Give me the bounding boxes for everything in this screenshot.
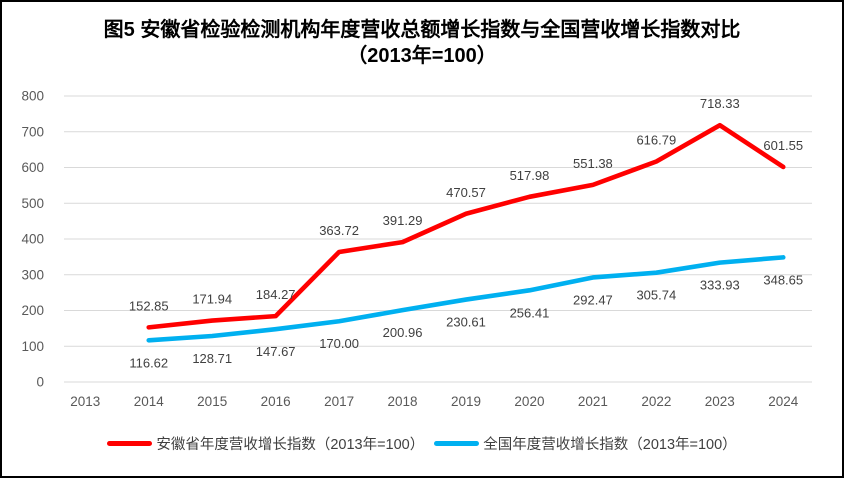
x-tick-label: 2022: [641, 394, 671, 409]
data-label: 230.61: [446, 315, 486, 330]
y-tick-label: 100: [21, 339, 44, 354]
chart-title-line1: 图5 安徽省检验检测机构年度营收总额增长指数与全国营收增长指数对比: [103, 19, 741, 41]
y-tick-label: 600: [21, 160, 44, 175]
data-label: 171.94: [192, 292, 232, 307]
x-tick-label: 2017: [324, 394, 354, 409]
data-label: 601.55: [763, 138, 803, 153]
data-label: 256.41: [510, 305, 550, 320]
y-tick-label: 300: [21, 267, 44, 282]
x-tick-label: 2015: [197, 394, 227, 409]
national-data-labels: 116.62 128.71 147.67 170.00 200.96 230.61 256.…: [129, 272, 803, 370]
data-label: 333.93: [700, 278, 740, 293]
x-tick-label: 2019: [451, 394, 481, 409]
chart-title: 图5 安徽省检验检测机构年度营收总额增长指数与全国营收增长指数对比 （2013年…: [2, 17, 842, 69]
data-label: 152.85: [129, 298, 169, 313]
data-label: 363.72: [319, 223, 359, 238]
data-label: 551.38: [573, 156, 613, 171]
legend-line-blue-icon: [434, 441, 480, 446]
data-label: 616.79: [636, 132, 676, 147]
x-tick-label: 2018: [388, 394, 418, 409]
data-label: 348.65: [763, 272, 803, 287]
legend-label-anhui: 安徽省年度营收增长指数（2013年=100）: [156, 437, 425, 453]
x-tick-label: 2016: [261, 394, 291, 409]
data-label: 170.00: [319, 336, 359, 351]
legend-item-anhui: 安徽省年度营收增长指数（2013年=100）: [107, 433, 424, 454]
x-axis-labels: 2013 2014 2015 2016 2017 2018 2019 2020 2021 2022…: [70, 394, 798, 409]
data-label: 391.29: [383, 213, 423, 228]
legend-line-red-icon: [107, 441, 153, 446]
x-tick-label: 2013: [70, 394, 100, 409]
data-label: 292.47: [573, 292, 613, 307]
data-label: 116.62: [129, 355, 168, 370]
gridlines: [64, 95, 812, 383]
x-tick-label: 2021: [578, 394, 608, 409]
data-label: 184.27: [256, 287, 296, 302]
x-tick-label: 2023: [705, 394, 735, 409]
chart-title-line2: （2013年=100）: [347, 45, 497, 67]
data-label: 517.98: [510, 168, 550, 183]
y-tick-label: 0: [36, 375, 44, 390]
legend-label-national: 全国年度营收增长指数（2013年=100）: [483, 437, 737, 453]
y-axis-labels: 0 100 200 300 400 500 600 700 800: [21, 89, 44, 390]
y-tick-label: 400: [21, 232, 44, 247]
data-label: 147.67: [256, 344, 296, 359]
legend-item-national: 全国年度营收增长指数（2013年=100）: [434, 433, 737, 454]
y-tick-label: 500: [21, 196, 44, 211]
data-label: 305.74: [636, 288, 676, 303]
x-tick-label: 2020: [514, 394, 544, 409]
data-label: 200.96: [383, 325, 423, 340]
data-label: 718.33: [700, 96, 740, 111]
anhui-series-line: [146, 122, 786, 330]
data-label: 470.57: [446, 185, 486, 200]
data-label: 128.71: [192, 351, 232, 366]
chart-legend: 安徽省年度营收增长指数（2013年=100） 全国年度营收增长指数（2013年=…: [2, 433, 842, 454]
y-tick-label: 700: [21, 124, 44, 139]
y-tick-label: 200: [21, 303, 44, 318]
y-tick-label: 800: [21, 89, 44, 104]
anhui-data-labels: 152.85 171.94 184.27 363.72 391.29 470.57 517.…: [129, 96, 803, 313]
x-tick-label: 2014: [134, 394, 165, 409]
x-tick-label: 2024: [768, 394, 799, 409]
national-series-line: [146, 255, 786, 343]
